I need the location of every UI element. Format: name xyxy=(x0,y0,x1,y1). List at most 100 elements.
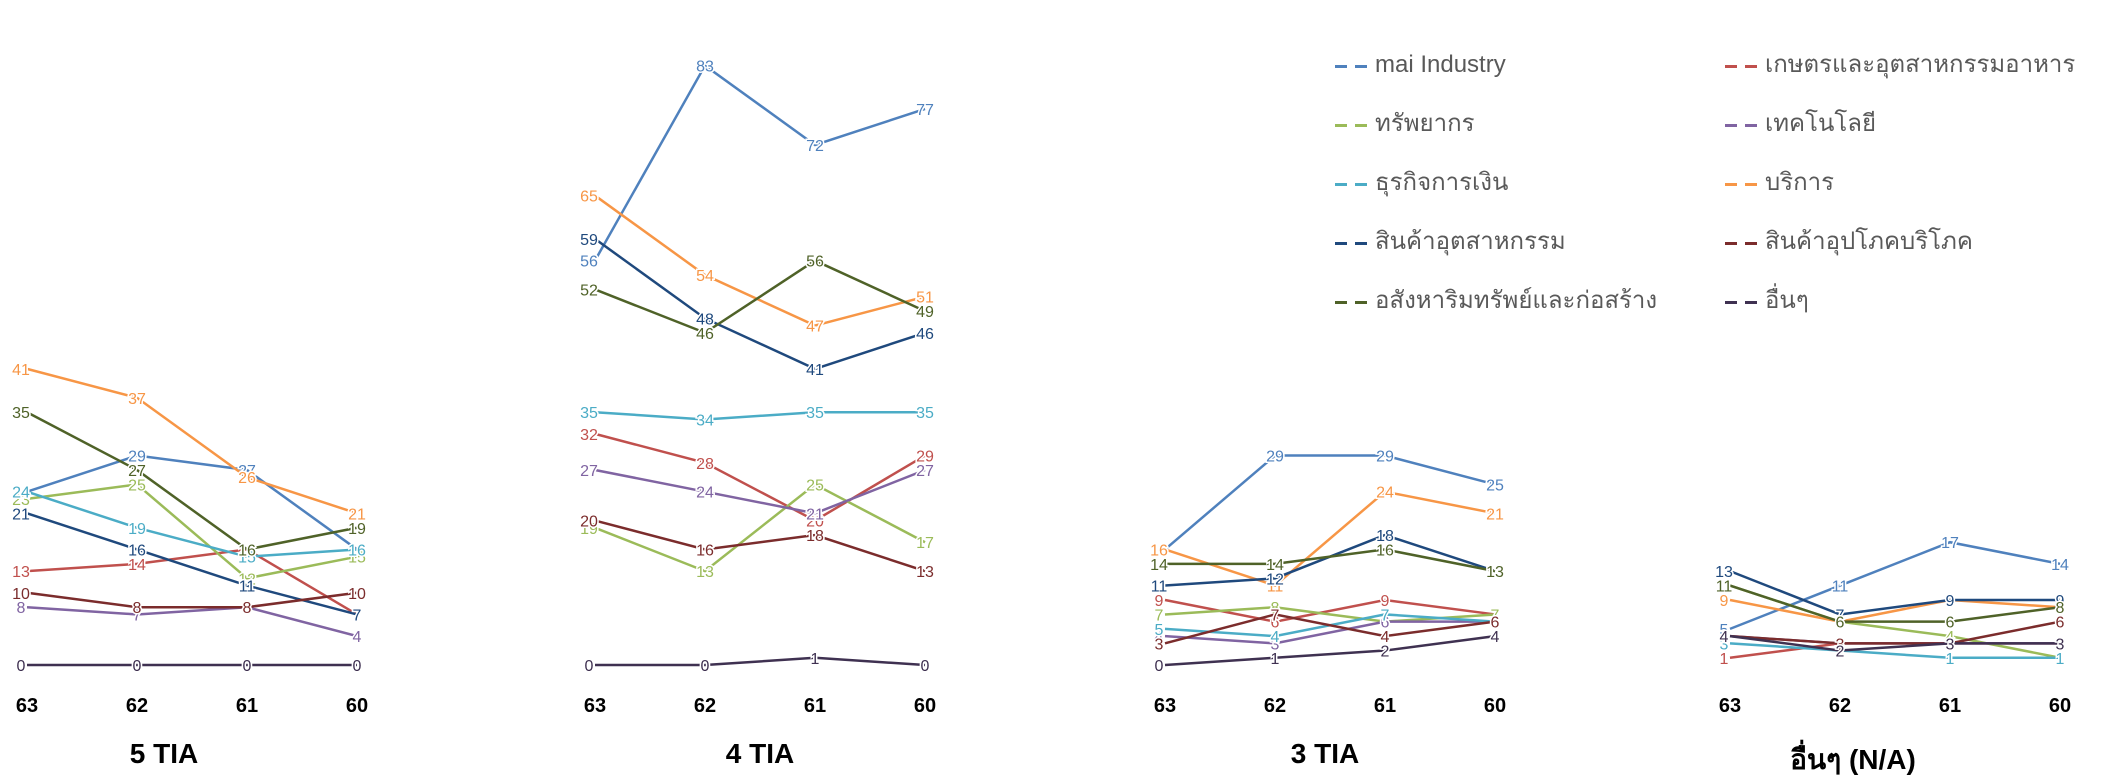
data-label: 1 xyxy=(2056,651,2065,668)
data-label: 15 xyxy=(238,550,256,567)
data-label: 65 xyxy=(580,189,598,206)
data-label: 32 xyxy=(580,427,598,444)
data-label: 6 xyxy=(1491,615,1500,632)
data-label: 10 xyxy=(12,586,30,603)
data-label: 25 xyxy=(806,477,824,494)
data-label: 19 xyxy=(128,521,146,538)
data-label: 13 xyxy=(1486,564,1504,581)
data-label: 29 xyxy=(916,449,934,466)
data-label: 9 xyxy=(1946,593,1955,610)
data-label: 24 xyxy=(12,485,30,502)
data-label: 35 xyxy=(12,405,30,422)
series-line xyxy=(595,656,926,667)
legend-item: ทรัพยากร xyxy=(1335,111,1725,170)
legend-label: เกษตรและอุตสาหกรรมอาหาร xyxy=(1765,51,2076,78)
series-line xyxy=(1729,598,2061,623)
data-label: 0 xyxy=(921,658,930,675)
data-label: 1 xyxy=(1271,651,1280,668)
series-line xyxy=(594,259,926,335)
data-label: 54 xyxy=(696,268,714,285)
data-label: 14 xyxy=(2051,557,2069,574)
legend-label: mai Industry xyxy=(1375,51,1506,78)
x-tick-label: 61 xyxy=(804,695,826,717)
data-label: 17 xyxy=(916,535,934,552)
data-label: 25 xyxy=(128,477,146,494)
data-label: 27 xyxy=(916,463,934,480)
data-label: 6 xyxy=(1271,615,1280,632)
x-tick-label: 62 xyxy=(694,695,716,717)
data-label: 8 xyxy=(17,600,26,617)
data-label: 0 xyxy=(133,658,142,675)
legend-item: อื่นๆ xyxy=(1725,288,2115,347)
legend-label: เทคโนโลยี xyxy=(1765,110,1877,137)
data-label: 0 xyxy=(1155,658,1164,675)
data-label: 8 xyxy=(243,600,252,617)
data-label: 56 xyxy=(580,254,598,271)
data-label: 4 xyxy=(1271,629,1280,646)
data-label: 3 xyxy=(1946,636,1955,653)
data-label: 14 xyxy=(1150,557,1168,574)
data-label: 11 xyxy=(1716,579,1733,596)
data-label: 47 xyxy=(806,319,824,336)
series-line xyxy=(594,194,926,327)
series-line xyxy=(26,411,358,551)
data-label: 6 xyxy=(1381,615,1390,632)
series-line xyxy=(26,454,358,551)
legend-label: ทรัพยากร xyxy=(1375,110,1475,137)
data-label: 4 xyxy=(1720,629,1729,646)
legend-label: สินค้าอุตสาหกรรม xyxy=(1375,228,1566,255)
data-label: 25 xyxy=(1486,477,1504,494)
x-tick-label: 61 xyxy=(236,695,258,717)
data-label: 3 xyxy=(2056,636,2065,653)
legend-swatch xyxy=(1335,229,1375,255)
data-label: 18 xyxy=(806,528,824,545)
series-line xyxy=(1165,548,1496,573)
data-label: 4 xyxy=(1381,629,1390,646)
data-label: 16 xyxy=(1150,542,1168,559)
x-tick-label: 62 xyxy=(126,695,148,717)
data-label: 23 xyxy=(12,492,30,509)
data-label: 5 xyxy=(1720,622,1729,639)
data-label: 3 xyxy=(1946,636,1955,653)
data-label: 21 xyxy=(1486,506,1504,523)
legend-label: บริการ xyxy=(1765,169,1835,196)
data-label: 1 xyxy=(1720,651,1729,668)
data-label: 16 xyxy=(348,542,366,559)
data-label: 7 xyxy=(1271,607,1280,624)
data-label: 21 xyxy=(348,506,366,523)
legend-swatch xyxy=(1335,111,1375,137)
legend-label: อสังหาริมทรัพย์และก่อสร้าง xyxy=(1375,287,1658,314)
data-label: 3 xyxy=(2056,636,2065,653)
data-label: 16 xyxy=(1150,542,1168,559)
legend-swatch xyxy=(1725,111,1765,137)
data-label: 6 xyxy=(1836,615,1845,632)
data-label: 29 xyxy=(1266,449,1284,466)
data-label: 21 xyxy=(12,506,30,523)
data-label: 2 xyxy=(1381,644,1390,661)
data-label: 27 xyxy=(238,463,256,480)
data-label: 35 xyxy=(580,405,598,422)
data-label: 26 xyxy=(238,470,256,487)
data-label: 37 xyxy=(128,391,146,408)
data-label: 11 xyxy=(1151,579,1168,596)
data-label: 20 xyxy=(806,514,824,531)
legend-swatch xyxy=(1335,52,1375,78)
data-label: 11 xyxy=(1716,579,1733,596)
legend-swatch xyxy=(1725,288,1765,314)
data-label: 41 xyxy=(806,362,824,379)
x-tick-label: 63 xyxy=(584,695,606,717)
series-line xyxy=(26,483,358,580)
data-label: 49 xyxy=(916,304,934,321)
series-line xyxy=(1729,620,2061,645)
data-label: 41 xyxy=(12,362,30,379)
data-label: 48 xyxy=(696,311,714,328)
data-label: 8 xyxy=(243,600,252,617)
data-label: 9 xyxy=(1381,593,1390,610)
data-label: 35 xyxy=(916,405,934,422)
data-label: 46 xyxy=(916,326,934,343)
x-tick-label: 60 xyxy=(346,695,368,717)
data-label: 6 xyxy=(2056,615,2065,632)
data-label: 83 xyxy=(696,59,714,76)
data-label: 3 xyxy=(1155,636,1164,653)
